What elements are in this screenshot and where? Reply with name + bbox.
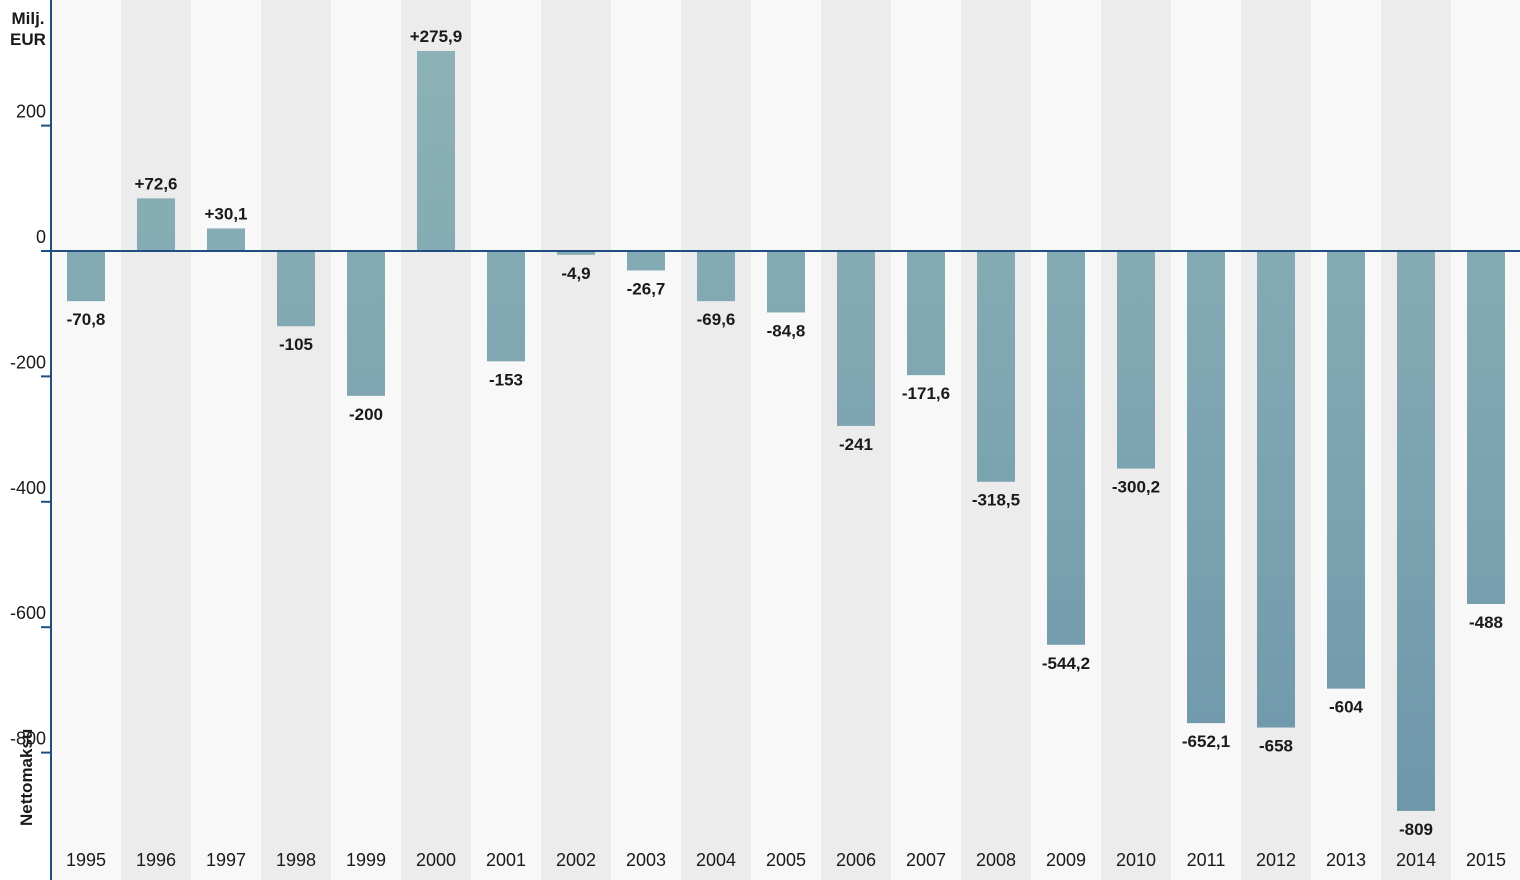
x-tick-label-2014: 2014 — [1396, 850, 1436, 870]
bar-2008 — [977, 251, 1015, 482]
data-label-2004: -69,6 — [697, 310, 736, 329]
data-label-2008: -318,5 — [972, 491, 1020, 510]
x-tick-label-2012: 2012 — [1256, 850, 1296, 870]
data-label-2014: -809 — [1399, 820, 1433, 839]
side-label: Nettomaksu — [17, 728, 36, 826]
bar-1996 — [137, 198, 175, 251]
column-band-1996 — [121, 0, 191, 880]
bar-1999 — [347, 251, 385, 396]
bar-2003 — [627, 251, 665, 271]
x-tick-label-2013: 2013 — [1326, 850, 1366, 870]
x-tick-label-2007: 2007 — [906, 850, 946, 870]
column-band-2005 — [751, 0, 821, 880]
bar-2014 — [1397, 251, 1435, 811]
y-tick-label: 200 — [16, 102, 46, 122]
data-label-2006: -241 — [839, 435, 873, 454]
column-band-1997 — [191, 0, 261, 880]
bar-2013 — [1327, 251, 1365, 689]
data-label-1995: -70,8 — [67, 310, 106, 329]
x-tick-label-2005: 2005 — [766, 850, 806, 870]
data-label-2015: -488 — [1469, 613, 1503, 632]
bar-2002 — [557, 251, 595, 255]
y-tick-label: -600 — [10, 603, 46, 623]
y-axis-unit-label: Milj. EUR — [8, 8, 48, 50]
bar-1998 — [277, 251, 315, 327]
column-band-2002 — [541, 0, 611, 880]
bar-2005 — [767, 251, 805, 313]
bar-2010 — [1117, 251, 1155, 469]
bar-2009 — [1047, 251, 1085, 645]
bar-2000 — [417, 50, 455, 251]
bar-2011 — [1187, 251, 1225, 724]
x-tick-label-2009: 2009 — [1046, 850, 1086, 870]
column-band-2003 — [611, 0, 681, 880]
y-tick-label: -800 — [10, 729, 46, 749]
x-tick-label-2015: 2015 — [1466, 850, 1506, 870]
x-tick-label-2003: 2003 — [626, 850, 666, 870]
data-label-2005: -84,8 — [767, 321, 806, 340]
x-tick-label-2002: 2002 — [556, 850, 596, 870]
x-tick-label-2004: 2004 — [696, 850, 736, 870]
column-band-1998 — [261, 0, 331, 880]
bar-1997 — [207, 228, 245, 251]
bar-1995 — [67, 251, 105, 302]
bar-2007 — [907, 251, 945, 376]
bar-2004 — [697, 251, 735, 302]
data-label-2012: -658 — [1259, 737, 1293, 756]
column-band-1995 — [51, 0, 121, 880]
data-label-2000: +275,9 — [410, 27, 462, 46]
x-tick-label-2011: 2011 — [1187, 850, 1226, 870]
x-tick-label-2008: 2008 — [976, 850, 1016, 870]
data-label-2010: -300,2 — [1112, 478, 1160, 497]
data-label-2009: -544,2 — [1042, 654, 1090, 673]
column-band-2006 — [821, 0, 891, 880]
bar-2001 — [487, 251, 525, 362]
column-band-2001 — [471, 0, 541, 880]
data-label-2002: -4,9 — [561, 264, 590, 283]
data-label-1999: -200 — [349, 405, 383, 424]
column-band-2007 — [891, 0, 961, 880]
x-tick-label-1996: 1996 — [136, 850, 176, 870]
y-tick-label: -200 — [10, 352, 46, 372]
data-label-2011: -652,1 — [1182, 732, 1230, 751]
column-band-2004 — [681, 0, 751, 880]
column-band-1999 — [331, 0, 401, 880]
data-label-2001: -153 — [489, 370, 523, 389]
y-tick-label: 0 — [36, 227, 46, 247]
data-label-1997: +30,1 — [204, 204, 247, 223]
x-tick-label-2006: 2006 — [836, 850, 876, 870]
unit-label-line-2: EUR — [10, 30, 46, 49]
x-tick-label-1997: 1997 — [206, 850, 246, 870]
unit-label-line-1: Milj. — [11, 9, 45, 28]
x-tick-label-1995: 1995 — [66, 850, 106, 870]
data-label-2013: -604 — [1329, 698, 1364, 717]
x-tick-label-1998: 1998 — [276, 850, 316, 870]
bar-2012 — [1257, 251, 1295, 728]
data-label-2003: -26,7 — [627, 279, 666, 298]
data-label-2007: -171,6 — [902, 384, 950, 403]
bar-2006 — [837, 251, 875, 426]
x-tick-label-2000: 2000 — [416, 850, 456, 870]
x-tick-label-2001: 2001 — [486, 850, 526, 870]
data-label-1996: +72,6 — [134, 174, 177, 193]
data-label-1998: -105 — [279, 335, 313, 354]
bar-2015 — [1467, 251, 1505, 605]
x-tick-label-1999: 1999 — [346, 850, 386, 870]
x-tick-label-2010: 2010 — [1116, 850, 1156, 870]
y-tick-label: -400 — [10, 478, 46, 498]
